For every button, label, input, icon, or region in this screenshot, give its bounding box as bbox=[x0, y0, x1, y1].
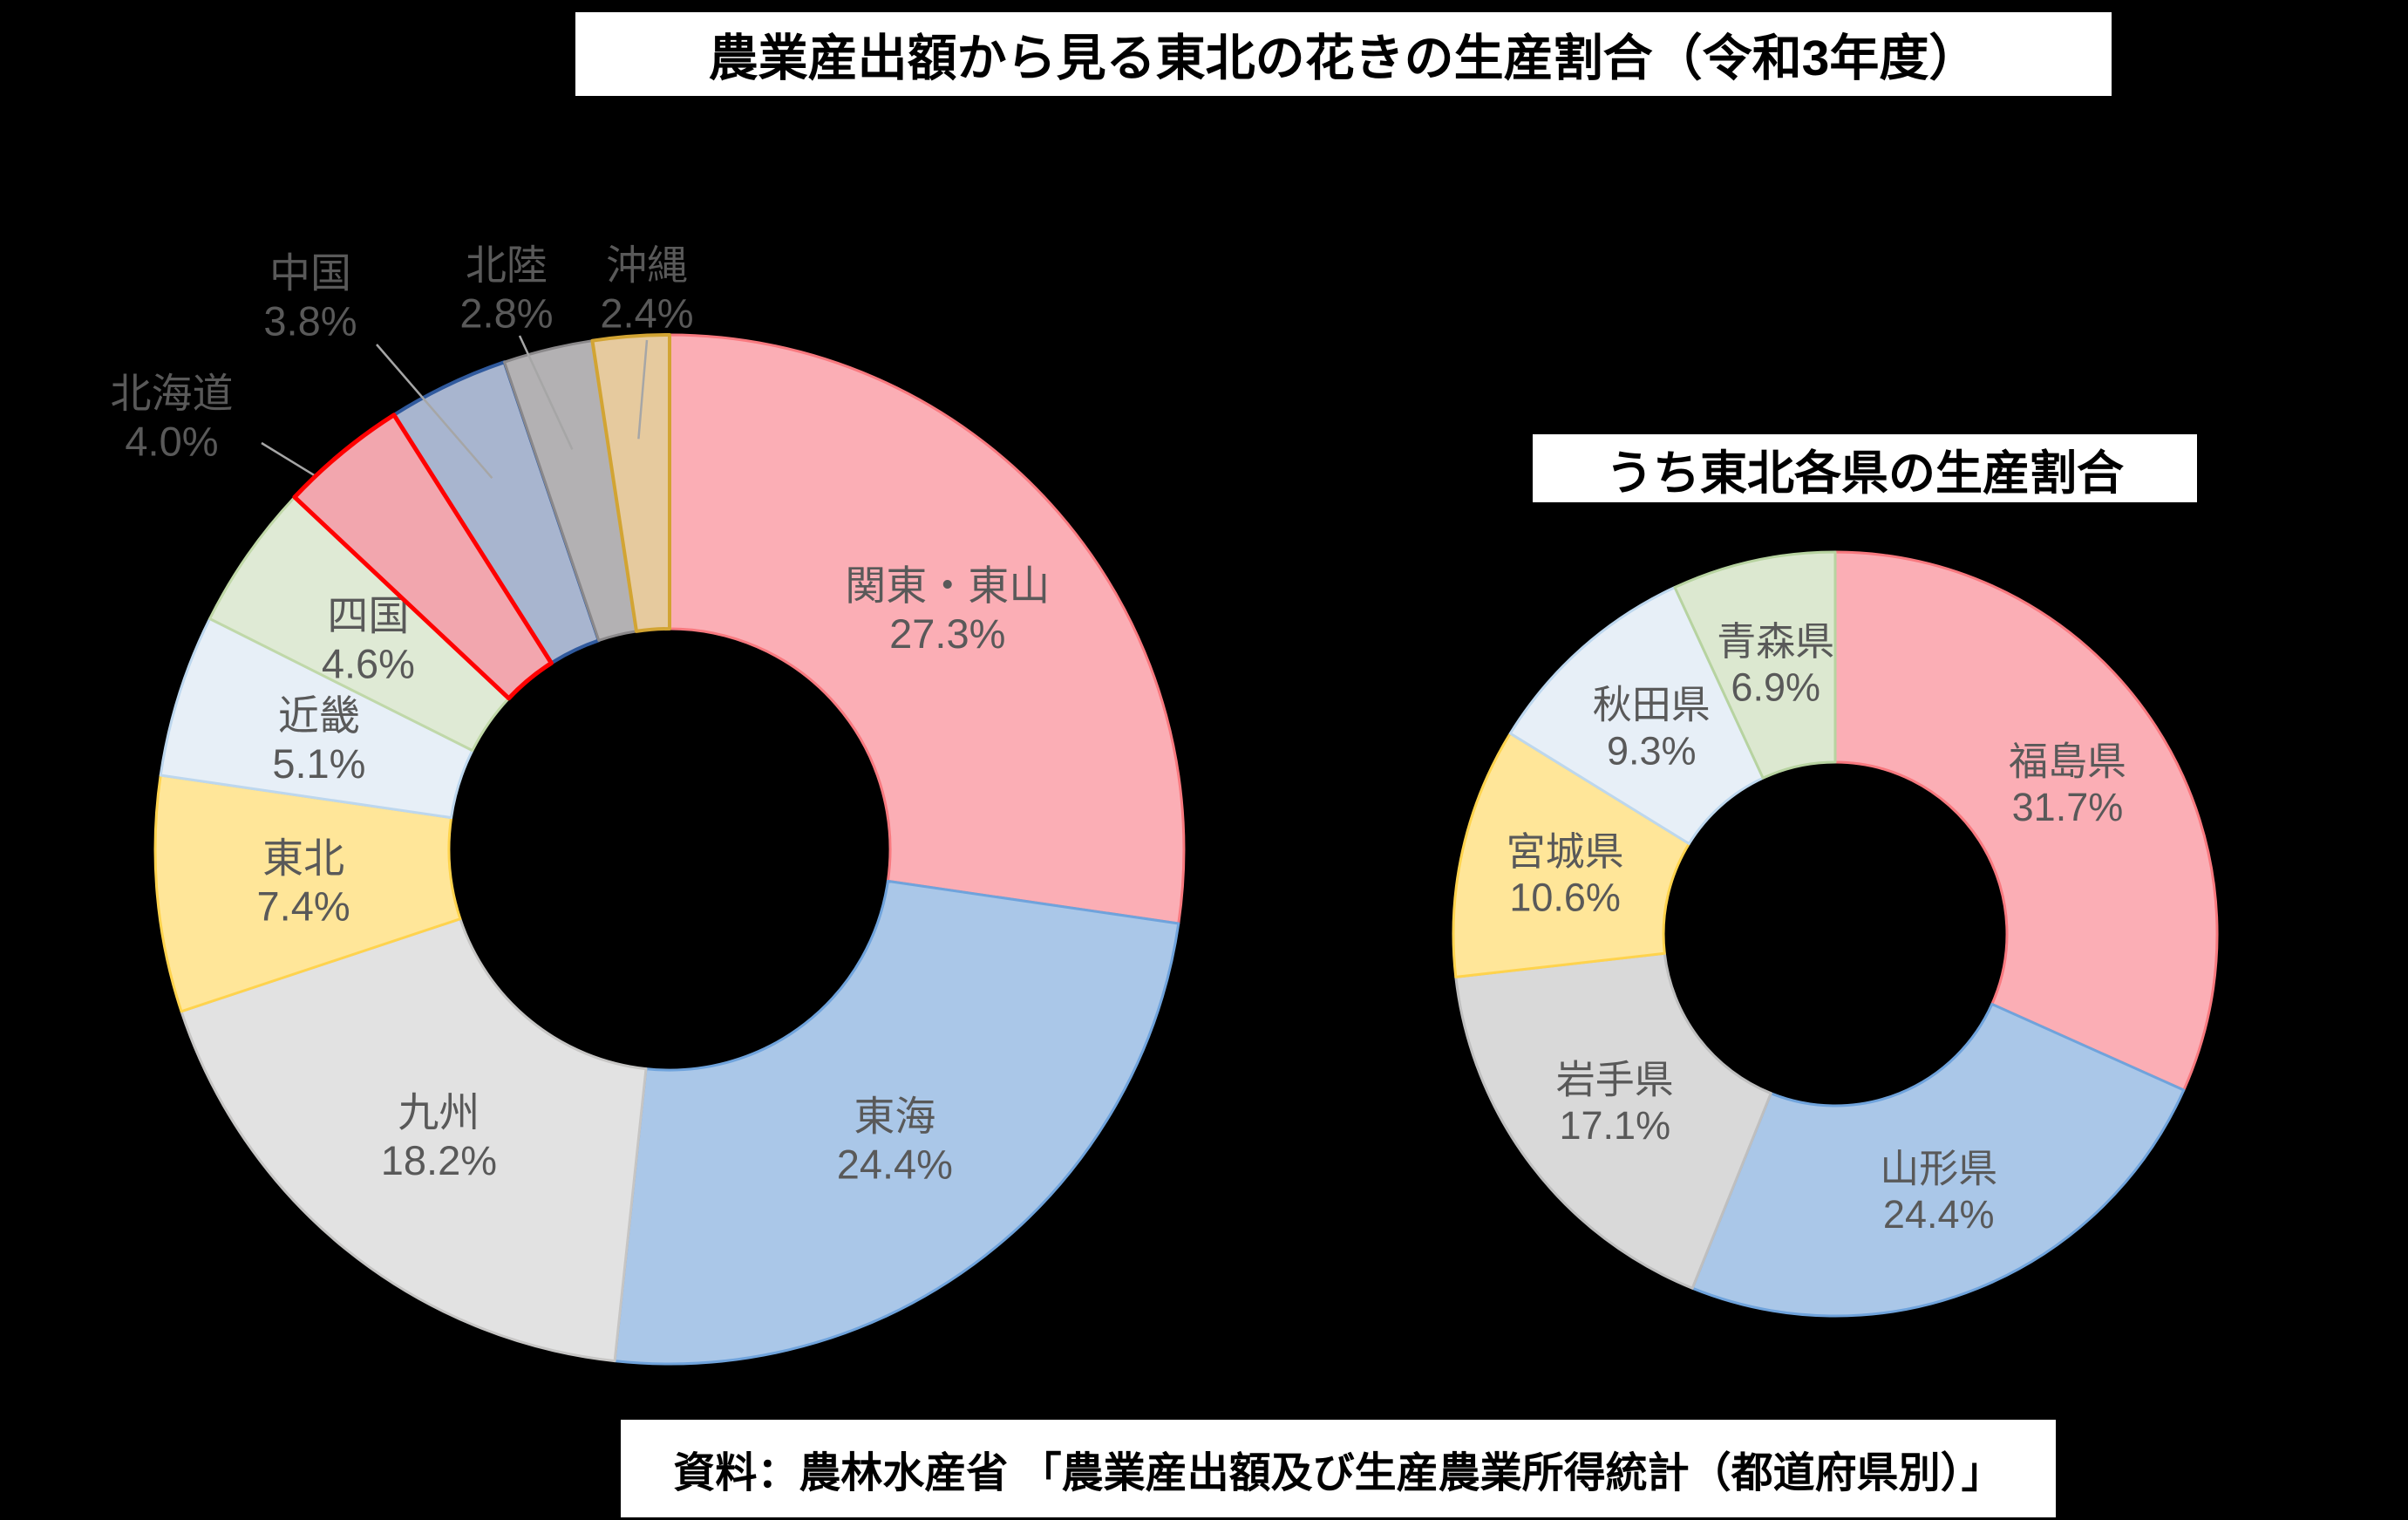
japan-regions-donut-leader-hokuriku bbox=[518, 335, 574, 450]
tohoku-prefectures-donut-label-iwate: 岩手県 17.1% bbox=[1556, 1057, 1674, 1148]
japan-regions-donut-leader-chugoku bbox=[376, 344, 493, 480]
chart-title-text: 農業産出額から見る東北の花きの生産割合（令和3年度） bbox=[708, 31, 1979, 86]
japan-regions-donut-slice-kyushu bbox=[180, 917, 648, 1363]
japan-regions-donut-label-shikoku: 四国 4.6% bbox=[322, 592, 415, 686]
tohoku-prefectures-donut: 福島県 31.7% 山形県 24.4% 岩手県 17.1% 宮城県 10.6% 秋田県 9.3%青… bbox=[1452, 550, 2219, 1318]
japan-regions-donut-label-okinawa: 沖縄 2.4% bbox=[600, 242, 693, 337]
tohoku-prefectures-donut-label-akita: 秋田県 9.3% bbox=[1593, 683, 1711, 774]
japan-regions-donut-slice-hokkaido bbox=[292, 412, 554, 701]
source-note: 資料：農林水産省 「農業産出額及び生産農業所得統計（都道府県別）」 bbox=[621, 1420, 2056, 1517]
tohoku-prefectures-donut-slice-fukushima bbox=[1833, 550, 2219, 1092]
japan-regions-donut-label-kyushu: 九州 18.2% bbox=[381, 1089, 497, 1183]
japan-regions-donut-label-chugoku: 中国 3.8% bbox=[263, 250, 357, 344]
japan-regions-donut-label-hokkaido: 北海道 4.0% bbox=[111, 371, 234, 465]
japan-regions-donut-slice-tohoku bbox=[153, 774, 462, 1013]
chart-title: 農業産出額から見る東北の花きの生産割合（令和3年度） bbox=[575, 12, 2112, 96]
japan-regions-donut-label-tohoku: 東北 7.4% bbox=[257, 835, 350, 930]
japan-regions-donut-slice-kanto-tozan bbox=[668, 333, 1186, 925]
japan-regions-donut-label-tokai: 東海 24.4% bbox=[837, 1094, 953, 1188]
japan-regions-donut-label-hokuriku: 北陸 2.8% bbox=[459, 242, 553, 337]
tohoku-prefectures-donut-slice-aomori bbox=[1673, 550, 1837, 780]
tohoku-prefectures-donut-label-yamagata: 山形県 24.4% bbox=[1880, 1147, 1997, 1237]
tohoku-prefectures-donut-label-aomori: 青森県 6.9% bbox=[1717, 619, 1834, 710]
tohoku-prefectures-donut-slice-yamagata bbox=[1690, 1003, 2186, 1318]
japan-regions-donut-slice-okinawa bbox=[590, 333, 671, 633]
source-note-text: 資料：農林水産省 「農業産出額及び生産農業所得統計（都道府県別）」 bbox=[673, 1450, 2003, 1496]
japan-regions-donut-leader-okinawa bbox=[637, 339, 649, 440]
japan-regions-donut: 関東・東山 27.3% 東海 24.4% 九州 18.2% 東北 7.4% 近畿 5.1%四国 4.… bbox=[111, 242, 1186, 1366]
tohoku-prefectures-donut-slice-miyagi bbox=[1452, 732, 1690, 978]
tohoku-prefectures-donut-slice-iwate bbox=[1454, 951, 1772, 1290]
tohoku-prefectures-donut-slice-akita bbox=[1508, 586, 1765, 845]
right-chart-title: うち東北各県の生産割合 bbox=[1533, 434, 2197, 502]
japan-regions-donut-slice-tokai bbox=[613, 879, 1180, 1366]
tohoku-prefectures-donut-label-fukushima: 福島県 31.7% bbox=[2009, 740, 2126, 830]
japan-regions-donut-label-kanto-tozan: 関東・東山 27.3% bbox=[845, 562, 1050, 657]
tohoku-prefectures-donut-label-miyagi: 宮城県 10.6% bbox=[1507, 829, 1624, 920]
japan-regions-donut-label-kinki: 近畿 5.1% bbox=[272, 692, 365, 787]
right-chart-title-text: うち東北各県の生産割合 bbox=[1606, 446, 2124, 500]
